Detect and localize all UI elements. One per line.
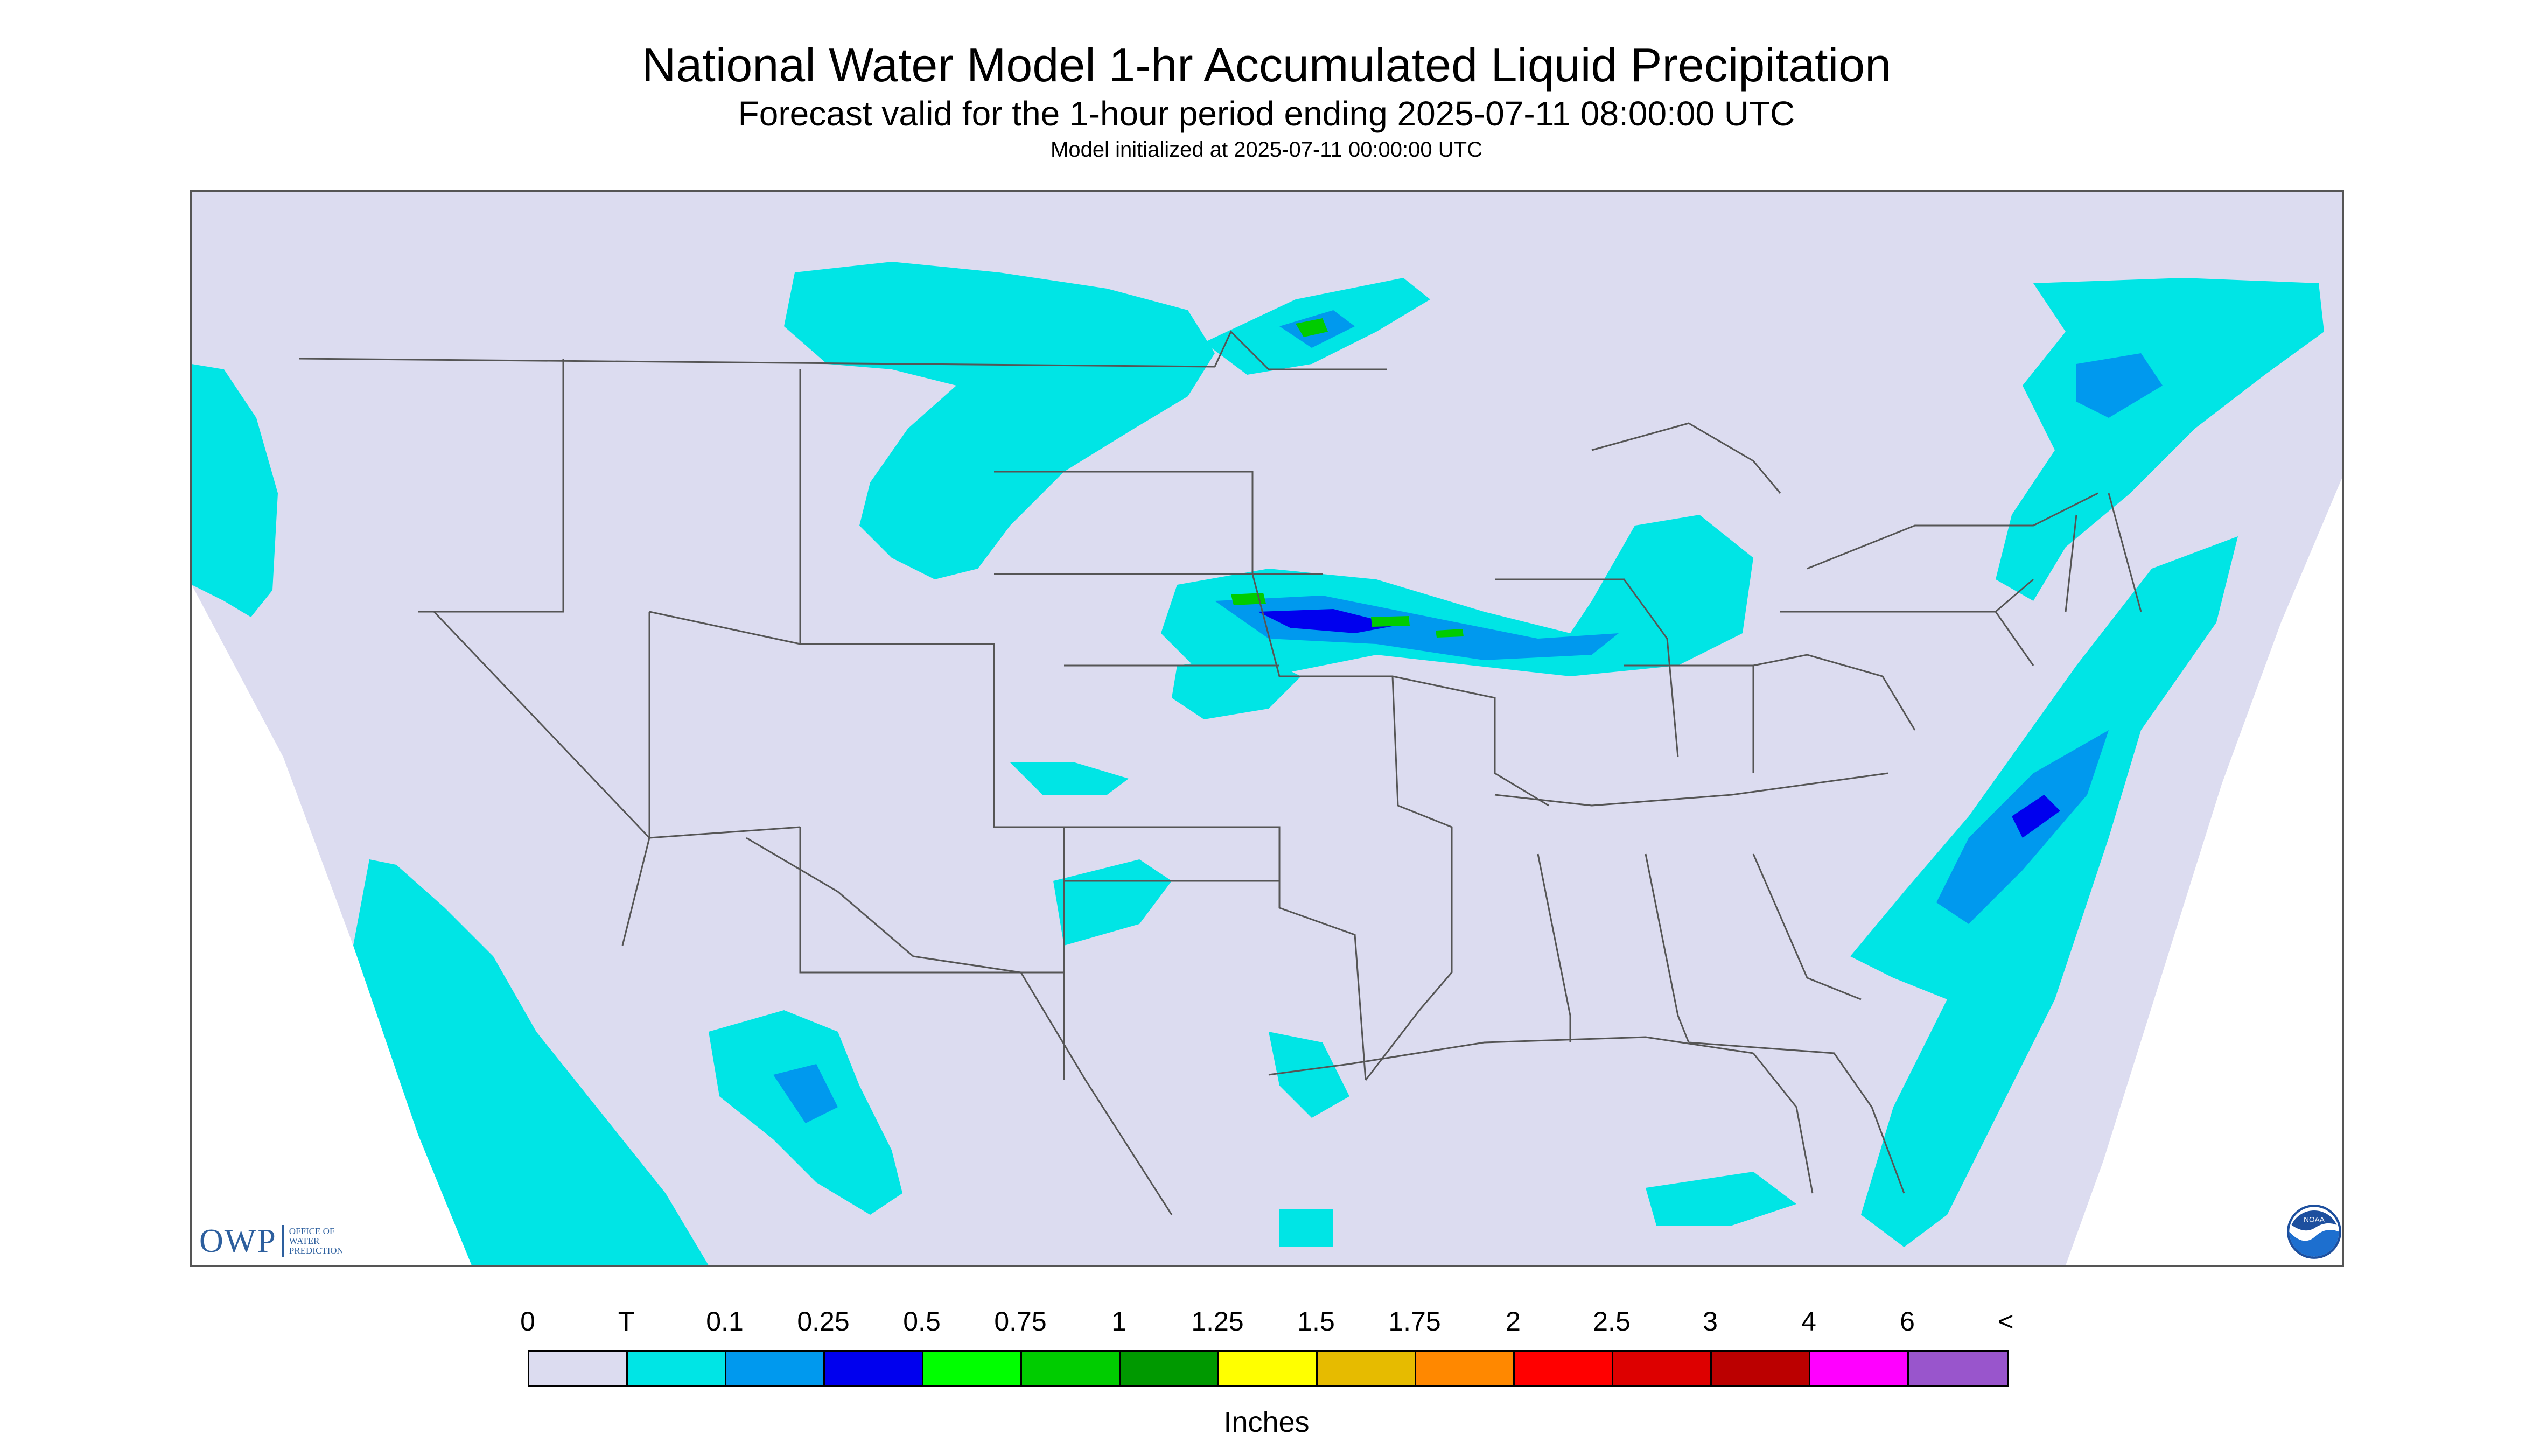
- legend-label: 1.25: [1191, 1306, 1244, 1336]
- noaa-logo-text: NOAA: [2304, 1216, 2325, 1224]
- precipitation-map: [192, 192, 2342, 1265]
- precip-upper-midwest-core: [1296, 318, 1328, 337]
- precip-atlantic: [1850, 536, 2238, 1247]
- legend-swatch: [529, 1352, 628, 1385]
- map-subtitle: Forecast valid for the 1-hour period end…: [738, 94, 1795, 133]
- legend-label: 0.5: [903, 1306, 941, 1336]
- legend-label: 4: [1801, 1306, 1816, 1336]
- legend-label: 2: [1506, 1306, 1521, 1336]
- owp-subtext-line: OFFICE OF: [289, 1226, 335, 1236]
- legend-swatch: [1022, 1352, 1121, 1385]
- legend-label: 1.5: [1297, 1306, 1335, 1336]
- legend-swatch: [923, 1352, 1022, 1385]
- legend-label: 2.5: [1593, 1306, 1631, 1336]
- precip-central-band-core-3: [1436, 629, 1464, 638]
- legend-colorbar: [528, 1350, 2009, 1387]
- map-title: National Water Model 1-hr Accumulated Li…: [641, 38, 1892, 92]
- legend-swatch: [1219, 1352, 1318, 1385]
- precip-mexico-light: [773, 1064, 838, 1123]
- state-boundaries: [299, 330, 2142, 1215]
- legend-swatch: [1515, 1352, 1613, 1385]
- legend-label: <: [1998, 1306, 2014, 1336]
- owp-logo: OWP OFFICE OF WATER PREDICTION: [199, 1222, 344, 1260]
- precip-gulf-3: [1279, 1209, 1333, 1247]
- legend-swatch: [1712, 1352, 1810, 1385]
- precip-northern-plains: [784, 262, 1215, 579]
- model-domain: [192, 192, 2342, 1265]
- precip-central-band-core-2: [1371, 616, 1410, 627]
- precip-atlantic-heavy: [2012, 795, 2060, 838]
- legend-swatch: [1613, 1352, 1712, 1385]
- legend-swatch: [1121, 1352, 1219, 1385]
- legend-label: 6: [1900, 1306, 1915, 1336]
- legend-swatch: [1318, 1352, 1416, 1385]
- legend-swatch: [1810, 1352, 1909, 1385]
- legend-swatch: [1416, 1352, 1515, 1385]
- owp-logo-text: OWP: [199, 1222, 277, 1259]
- owp-subtext-line: PREDICTION: [289, 1245, 344, 1256]
- legend-label: T: [618, 1306, 635, 1336]
- precip-gulf-2: [1646, 1172, 1796, 1226]
- precip-gulf: [1269, 1032, 1349, 1118]
- legend-label: 0: [520, 1306, 535, 1336]
- legend-label: 1.75: [1388, 1306, 1441, 1336]
- legend-units: Inches: [1223, 1406, 1310, 1438]
- legend-label: 0.75: [994, 1306, 1047, 1336]
- precip-central-band-heavy: [1258, 609, 1398, 633]
- legend-label: 0.25: [797, 1306, 850, 1336]
- precip-southern-plains: [1010, 762, 1129, 795]
- owp-logo-subtext: OFFICE OF WATER PREDICTION: [289, 1227, 344, 1256]
- legend-label: 3: [1703, 1306, 1718, 1336]
- legend-label: 1: [1111, 1306, 1126, 1336]
- model-init-text: Model initialized at 2025-07-11 00:00:00…: [1051, 138, 1482, 162]
- legend-label: 0.1: [706, 1306, 744, 1336]
- noaa-logo-icon: NOAA: [2287, 1205, 2341, 1259]
- owp-logo-divider: [282, 1225, 284, 1257]
- precip-baja-ocean: [353, 859, 709, 1265]
- precip-central-band-core-1: [1231, 593, 1266, 605]
- precip-pacific-coast: [192, 364, 278, 617]
- legend-labels: 0 T 0.1 0.25 0.5 0.75 1 1.25 1.5 1.75 2 2.5 3 4 6 <: [520, 1306, 2014, 1338]
- precip-kansas: [1172, 655, 1301, 719]
- legend-swatch: [726, 1352, 825, 1385]
- precip-northeast-light: [2076, 353, 2163, 418]
- legend-swatch: [1909, 1352, 2007, 1385]
- legend-swatch: [628, 1352, 726, 1385]
- legend-swatch: [825, 1352, 923, 1385]
- owp-subtext-line: WATER: [289, 1236, 320, 1246]
- map-frame: [190, 190, 2344, 1267]
- precip-northeast: [1996, 278, 2324, 601]
